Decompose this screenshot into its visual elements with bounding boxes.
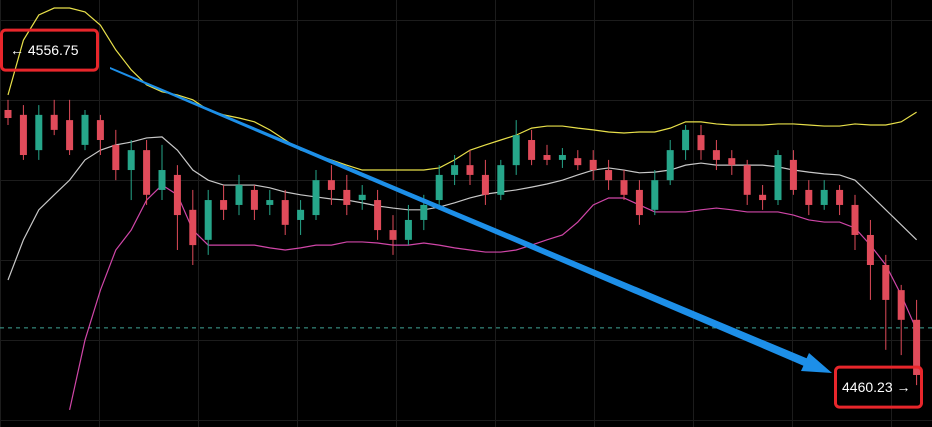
candle-body [512, 135, 520, 166]
candle-body [481, 174, 489, 195]
candle-body [281, 200, 289, 225]
price-label-box [0, 28, 99, 72]
candle-body [682, 129, 690, 151]
candle-body [343, 189, 351, 205]
candle-body [420, 204, 428, 220]
candle-body [312, 180, 320, 216]
candle-body [250, 189, 258, 210]
candle-body [189, 209, 197, 246]
candle-body [635, 189, 643, 216]
candle-body [435, 174, 443, 201]
candle-body [666, 150, 674, 181]
candle-body [327, 180, 335, 190]
candle-body [389, 230, 397, 240]
candle-body [882, 264, 890, 300]
candle-body [81, 114, 89, 145]
candle-body [651, 180, 659, 210]
candle-body [789, 159, 797, 190]
candle-body [35, 114, 43, 151]
candle-body [866, 234, 874, 265]
candle-body [712, 150, 720, 160]
candle-body [497, 165, 505, 195]
candle-body [543, 155, 551, 160]
candle-body [266, 200, 274, 205]
trend-arrow [110, 67, 832, 373]
band-line [7, 136, 918, 281]
candle-body [466, 165, 474, 175]
candle-body [96, 120, 104, 141]
candle-body [805, 189, 813, 205]
candle-body [143, 150, 151, 195]
candle-body [220, 200, 228, 210]
candle-body [836, 189, 844, 205]
band-line [69, 184, 918, 411]
candle-body [297, 209, 305, 220]
candle-body [574, 158, 582, 166]
candle-body [404, 219, 412, 240]
candle-body [913, 319, 921, 375]
candle-body [743, 165, 751, 195]
candle-body [728, 158, 736, 166]
candle-body [358, 194, 366, 201]
candle-body [66, 120, 74, 151]
candle-body [235, 185, 243, 205]
plot-area [0, 7, 932, 411]
band-line [7, 7, 917, 171]
price-label: 4460.23 → [842, 379, 911, 395]
candle-body [851, 204, 859, 235]
candle-body [127, 150, 135, 171]
candle-body [112, 144, 120, 171]
candle-body [158, 170, 166, 190]
candle-body [589, 159, 597, 171]
candle-body [620, 180, 628, 195]
candle-body [528, 140, 536, 160]
candle-body [173, 174, 181, 216]
candle-body [374, 200, 382, 231]
price-label: ← 4556.75 [10, 42, 79, 58]
candle-body [19, 114, 27, 156]
candle-body [558, 155, 566, 160]
candle-body [774, 155, 782, 201]
price-label-box [834, 365, 923, 409]
candle-body [820, 189, 828, 205]
candle-body [697, 135, 705, 151]
candle-body [50, 114, 58, 130]
candle-body [4, 109, 12, 119]
candle-body [204, 200, 212, 240]
candle-body [897, 290, 905, 320]
candle-body [759, 194, 767, 201]
candle-body [451, 165, 459, 175]
candle-body [605, 170, 613, 181]
